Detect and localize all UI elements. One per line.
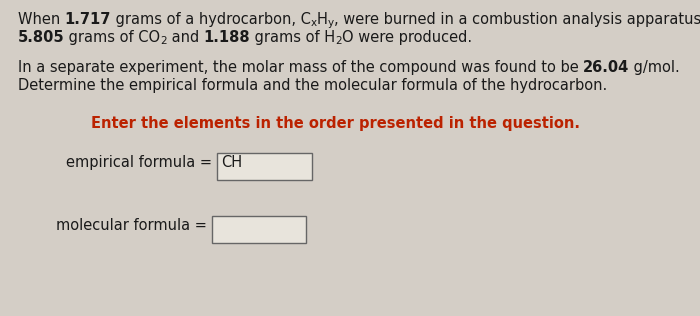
Text: grams of CO: grams of CO bbox=[64, 30, 160, 45]
Text: grams of H: grams of H bbox=[251, 30, 335, 45]
Text: 26.04: 26.04 bbox=[583, 60, 629, 75]
Text: , were burned in a combustion analysis apparatus,: , were burned in a combustion analysis a… bbox=[334, 12, 700, 27]
Text: 2: 2 bbox=[335, 36, 342, 46]
Text: y: y bbox=[328, 18, 334, 28]
Text: O were produced.: O were produced. bbox=[342, 30, 473, 45]
Text: 2: 2 bbox=[160, 36, 167, 46]
Text: 1.188: 1.188 bbox=[204, 30, 251, 45]
Text: x: x bbox=[311, 18, 316, 28]
Text: When: When bbox=[18, 12, 64, 27]
Text: grams of a hydrocarbon, C: grams of a hydrocarbon, C bbox=[111, 12, 311, 27]
Text: H: H bbox=[316, 12, 328, 27]
Text: and: and bbox=[167, 30, 204, 45]
Text: Determine the empirical formula and the molecular formula of the hydrocarbon.: Determine the empirical formula and the … bbox=[18, 78, 607, 93]
Text: Enter the elements in the order presented in the question.: Enter the elements in the order presente… bbox=[91, 116, 580, 131]
Text: 1.717: 1.717 bbox=[64, 12, 111, 27]
Text: 5.805: 5.805 bbox=[18, 30, 64, 45]
Text: empirical formula =: empirical formula = bbox=[66, 155, 217, 170]
Text: CH: CH bbox=[220, 155, 241, 170]
Text: g/mol.: g/mol. bbox=[629, 60, 680, 75]
Text: molecular formula =: molecular formula = bbox=[56, 218, 211, 233]
Text: In a separate experiment, the molar mass of the compound was found to be: In a separate experiment, the molar mass… bbox=[18, 60, 583, 75]
